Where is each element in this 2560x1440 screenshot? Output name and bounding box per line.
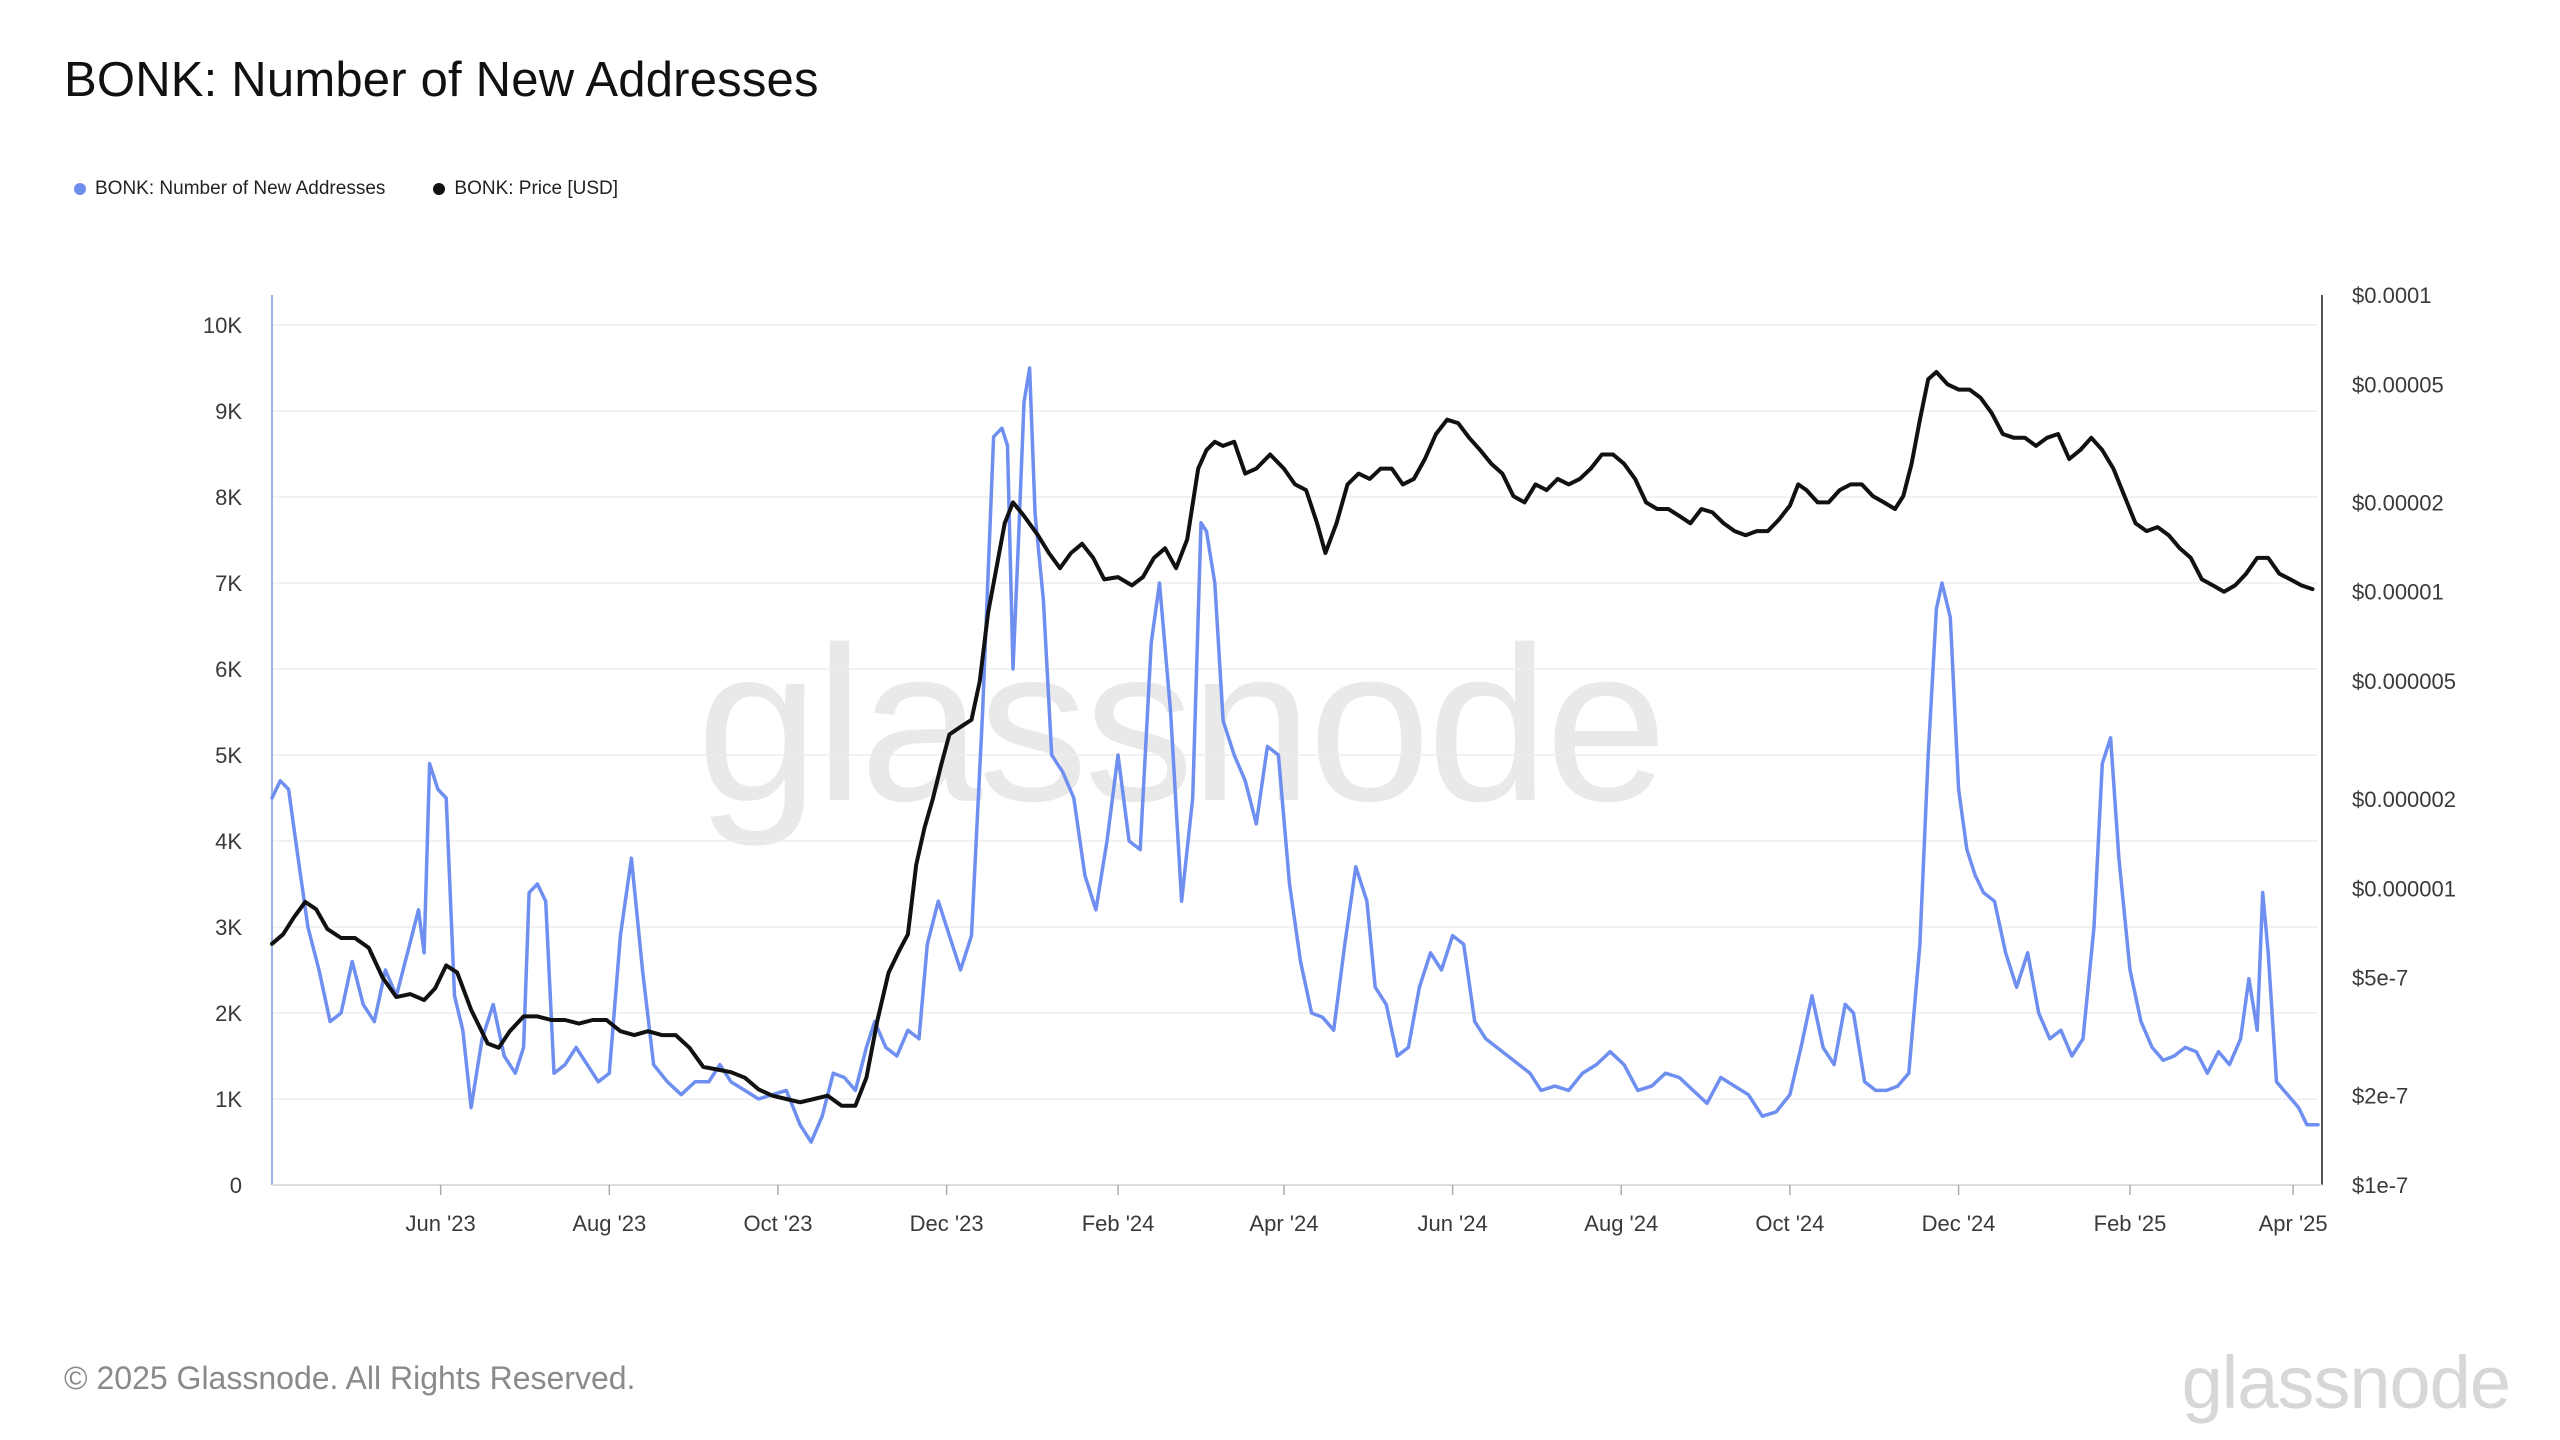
- y-right-tick-label: $0.000005: [2352, 669, 2456, 694]
- watermark-text: glassnode: [697, 601, 1664, 847]
- y-left-tick-label: 6K: [215, 657, 242, 682]
- series-layer: [270, 366, 2320, 1144]
- y-left-tick-label: 2K: [215, 1001, 242, 1026]
- y-left-tick-label: 3K: [215, 915, 242, 940]
- x-tick-label: Feb '25: [2094, 1211, 2167, 1236]
- legend-marker-new-addresses: [74, 183, 86, 195]
- y-right-tick-label: $0.0001: [2352, 283, 2432, 308]
- chart-title: BONK: Number of New Addresses: [64, 53, 819, 107]
- chart-legend: BONK: Number of New Addresses BONK: Pric…: [74, 178, 618, 200]
- y-left-tick-label: 8K: [215, 485, 242, 510]
- legend-label-new-addresses: BONK: Number of New Addresses: [95, 178, 386, 199]
- x-tick-label: Apr '25: [2259, 1211, 2328, 1236]
- y-left-tick-label: 9K: [215, 399, 242, 424]
- x-tick-label: Apr '24: [1249, 1211, 1318, 1236]
- x-tick-label: Dec '24: [1922, 1211, 1996, 1236]
- legend-item-price[interactable]: BONK: Price [USD]: [433, 178, 618, 200]
- y-left-tick-label: 0: [230, 1173, 242, 1198]
- legend-marker-price: [433, 183, 446, 195]
- x-tick-label: Jun '24: [1417, 1211, 1487, 1236]
- y-right-tick-label: $0.000002: [2352, 787, 2456, 812]
- legend-item-new-addresses[interactable]: BONK: Number of New Addresses: [74, 178, 385, 200]
- y-right-tick-label: $0.000001: [2352, 876, 2456, 901]
- y-left-tick-label: 10K: [203, 313, 242, 338]
- series-line-price[interactable]: [270, 370, 2315, 1108]
- y-right-tick-label: $0.00001: [2352, 580, 2444, 605]
- y-left-tick-label: 5K: [215, 743, 242, 768]
- x-tick-label: Oct '23: [743, 1211, 812, 1236]
- y-left-tick-label: 7K: [215, 571, 242, 596]
- y-left-tick-label: 1K: [215, 1087, 242, 1112]
- y-right-tick-label: $5e-7: [2352, 966, 2408, 991]
- y-right-tick-label: $1e-7: [2352, 1173, 2408, 1198]
- series-line-new-addresses[interactable]: [270, 366, 2320, 1144]
- y-right-tick-label: $2e-7: [2352, 1084, 2408, 1109]
- legend-label-price: BONK: Price [USD]: [454, 178, 619, 199]
- glassnode-logo[interactable]: glassnode: [2181, 1341, 2511, 1424]
- x-tick-label: Jun '23: [406, 1211, 476, 1236]
- x-tick-label: Aug '24: [1584, 1211, 1658, 1236]
- copyright-footer: © 2025 Glassnode. All Rights Reserved.: [64, 1360, 636, 1396]
- y-right-tick-label: $0.00005: [2352, 372, 2444, 397]
- y-left-tick-label: 4K: [215, 829, 242, 854]
- axes: 0 1K 2K 3K 4K 5K 6K 7K 8K 9K 10K $1e-7 $2e-7 $5e-7 $0.…: [203, 283, 2456, 1236]
- x-tick-label: Feb '24: [1082, 1211, 1155, 1236]
- x-tick-label: Aug '23: [572, 1211, 646, 1236]
- x-tick-label: Oct '24: [1755, 1211, 1824, 1236]
- x-tick-label: Dec '23: [910, 1211, 984, 1236]
- y-right-tick-label: $0.00002: [2352, 490, 2444, 515]
- gridlines: [272, 324, 2318, 1100]
